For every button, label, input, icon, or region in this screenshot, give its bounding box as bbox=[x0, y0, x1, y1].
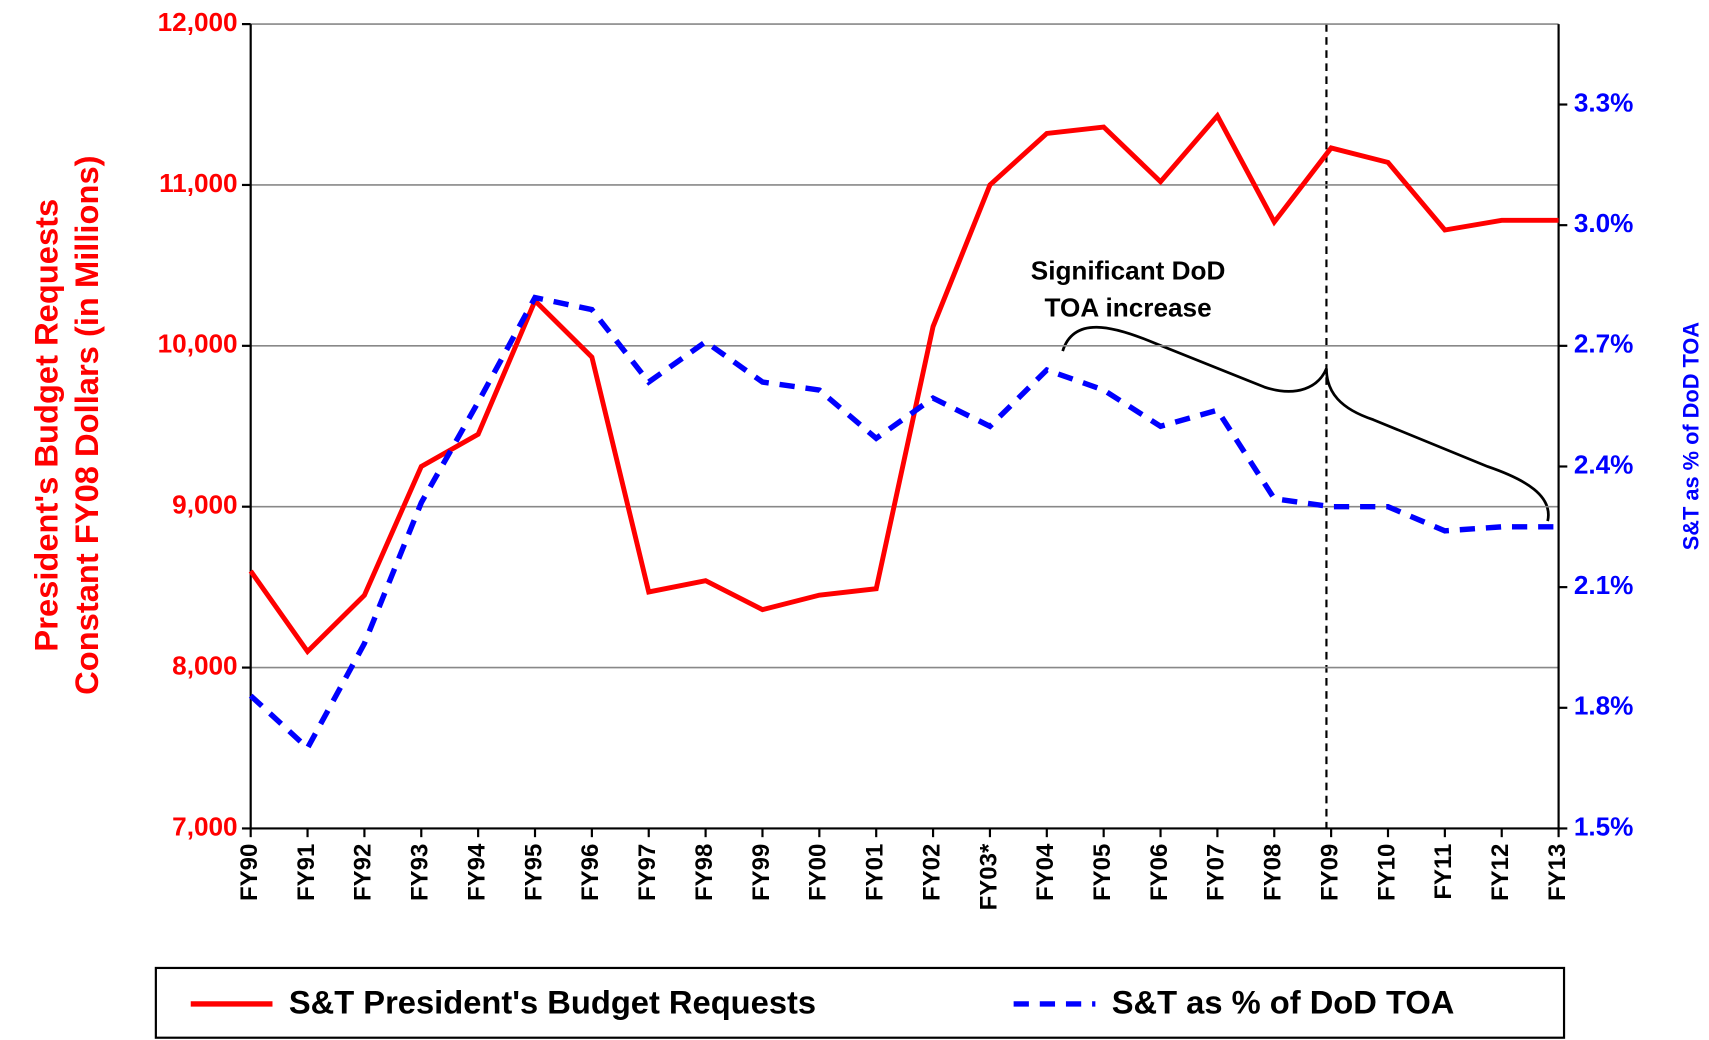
y-tick-label: 12,000 bbox=[158, 7, 238, 37]
legend-box bbox=[154, 966, 1566, 1039]
series-line bbox=[248, 111, 1559, 656]
x-tick-label: FY93 bbox=[407, 844, 434, 901]
annotation: TOA increase bbox=[1045, 293, 1212, 323]
y2-tick-label: 2.4% bbox=[1574, 449, 1634, 479]
legend-label: S&T President's Budget Requests bbox=[289, 984, 816, 1021]
y2-tick-label: 2.7% bbox=[1574, 329, 1634, 359]
x-tick-label: FY08 bbox=[1260, 844, 1287, 901]
annotation: Significant DoD bbox=[1031, 255, 1226, 285]
x-tick-label: FY10 bbox=[1373, 844, 1400, 901]
x-tick-label: FY11 bbox=[1430, 844, 1457, 900]
y-axis-label: Constant FY08 Dollars (in Millions) bbox=[68, 155, 105, 694]
y-axis-label: President's Budget Requests bbox=[28, 199, 65, 652]
x-tick-label: FY05 bbox=[1089, 844, 1116, 901]
x-tick-label: FY02 bbox=[918, 844, 945, 901]
x-tick-label: FY07 bbox=[1203, 844, 1230, 901]
x-tick-label: FY97 bbox=[634, 844, 661, 901]
y2-tick-label: 1.8% bbox=[1574, 691, 1634, 721]
y2-tick-label: 1.5% bbox=[1574, 811, 1634, 841]
x-tick-label: FY13 bbox=[1544, 844, 1571, 901]
series-line bbox=[248, 294, 1559, 753]
y2-tick-label: 2.1% bbox=[1574, 570, 1634, 600]
y-tick-label: 11,000 bbox=[159, 168, 238, 198]
x-tick-label: FY92 bbox=[350, 844, 377, 901]
x-tick-label: FY09 bbox=[1316, 844, 1343, 901]
x-tick-label: FY99 bbox=[748, 844, 775, 901]
x-tick-label: FY98 bbox=[691, 844, 718, 901]
x-tick-label: FY91 bbox=[293, 844, 320, 901]
y-tick-label: 9,000 bbox=[172, 490, 237, 520]
x-tick-label: FY00 bbox=[805, 844, 832, 901]
x-tick-label: FY12 bbox=[1487, 844, 1514, 901]
y-tick-label: 7,000 bbox=[172, 811, 237, 841]
x-tick-label: FY90 bbox=[236, 844, 263, 901]
y-tick-label: 10,000 bbox=[158, 329, 238, 359]
y2-tick-label: 3.0% bbox=[1574, 208, 1634, 238]
x-tick-label: FY04 bbox=[1032, 843, 1059, 901]
x-tick-label: FY03* bbox=[975, 843, 1002, 910]
x-tick-label: FY95 bbox=[520, 844, 547, 901]
y2-tick-label: 3.3% bbox=[1574, 87, 1634, 117]
y2-axis-label: S&T as % of DoD TOA bbox=[1678, 322, 1703, 551]
x-tick-label: FY96 bbox=[577, 844, 604, 901]
x-tick-label: FY06 bbox=[1146, 844, 1173, 901]
x-tick-label: FY94 bbox=[463, 843, 490, 901]
y-tick-label: 8,000 bbox=[172, 650, 237, 680]
x-tick-label: FY01 bbox=[862, 844, 889, 901]
brace bbox=[1061, 325, 1550, 522]
legend-label: S&T as % of DoD TOA bbox=[1112, 984, 1455, 1021]
